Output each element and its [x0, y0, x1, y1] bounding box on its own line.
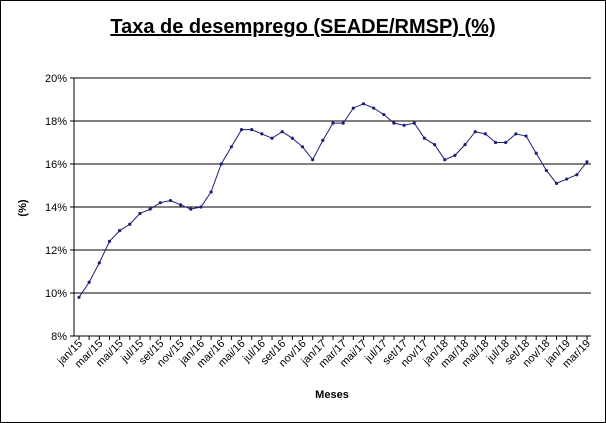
data-point — [443, 158, 447, 162]
data-point — [168, 198, 173, 203]
data-point — [585, 160, 589, 164]
y-tick-label: 10% — [45, 288, 67, 300]
gridlines — [74, 77, 591, 337]
data-point — [351, 106, 355, 110]
data-point — [575, 173, 579, 177]
data-point — [412, 121, 416, 125]
data-point — [544, 168, 548, 173]
data-point — [189, 207, 193, 211]
data-point — [250, 128, 254, 132]
data-point — [514, 132, 518, 136]
data-point — [565, 177, 569, 181]
data-point — [97, 261, 101, 265]
data-point — [402, 123, 406, 127]
y-tick-label: 8% — [51, 331, 67, 343]
data-point — [229, 145, 233, 149]
y-tick-label: 20% — [45, 73, 67, 85]
data-point — [361, 102, 366, 106]
data-point — [290, 136, 294, 140]
data-point — [260, 132, 264, 136]
data-point — [148, 207, 152, 211]
y-axis-ticks: 8% 10% 12% 14% 16% 18% 20% — [45, 73, 74, 343]
data-point — [422, 136, 427, 140]
data-point — [311, 158, 315, 162]
data-point — [179, 203, 183, 207]
series-line — [78, 103, 588, 298]
y-tick-label: 14% — [45, 202, 67, 214]
data-point — [372, 106, 376, 110]
data-point — [504, 140, 508, 145]
data-point — [128, 222, 132, 226]
data-point — [209, 190, 213, 194]
data-point — [453, 153, 457, 157]
data-point — [534, 151, 538, 155]
chart-title: Taxa de desemprego (SEADE/RMSP) (%) — [110, 16, 496, 38]
data-point — [87, 280, 91, 284]
data-point — [239, 128, 244, 132]
data-point — [341, 121, 345, 125]
y-tick-label: 12% — [45, 245, 67, 257]
data-point — [554, 181, 559, 185]
data-point — [433, 143, 437, 147]
data-point — [483, 132, 487, 136]
data-point — [219, 162, 223, 166]
data-point — [138, 211, 142, 216]
data-point — [331, 121, 335, 125]
data-point — [463, 143, 467, 147]
data-point — [280, 130, 284, 134]
data-point — [118, 229, 122, 233]
x-axis-ticks: jan/15mar/15mai/15jul/15set/15nov/15jan/… — [55, 336, 593, 370]
data-point — [199, 205, 203, 209]
data-point — [158, 201, 162, 205]
data-point — [270, 136, 274, 140]
y-tick-label: 16% — [45, 159, 67, 171]
x-axis-label: Meses — [315, 389, 349, 401]
data-point — [524, 134, 528, 138]
data-point — [473, 130, 477, 134]
data-point — [77, 295, 81, 299]
data-point — [107, 239, 112, 243]
data-point — [300, 145, 305, 149]
data-point — [382, 112, 386, 117]
data-point — [321, 138, 325, 142]
y-axis-label: (%) — [17, 199, 29, 216]
data-point — [392, 121, 396, 125]
data-point — [493, 140, 498, 145]
series-group — [77, 102, 589, 299]
y-tick-label: 18% — [45, 116, 67, 128]
